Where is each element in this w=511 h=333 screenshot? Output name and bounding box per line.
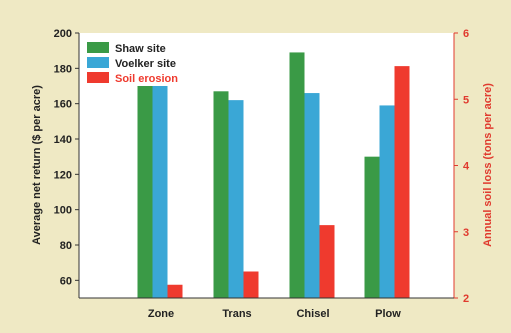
left-tick-label: 80 — [60, 240, 72, 252]
bar-shaw-site-zone — [137, 86, 153, 298]
legend-swatch — [87, 42, 109, 53]
bar-shaw-site-chisel — [289, 52, 305, 298]
left-axis-title: Average net return ($ per acre) — [31, 85, 43, 245]
bar-shaw-site-plow — [364, 156, 380, 298]
legend-label: Soil erosion — [115, 73, 178, 85]
category-label: Trans — [222, 308, 251, 320]
left-tick-label: 60 — [60, 275, 72, 287]
bar-soil-erosion-trans — [243, 271, 259, 298]
left-tick-label: 200 — [54, 28, 72, 40]
right-tick-label: 6 — [463, 28, 469, 40]
bar-shaw-site-trans — [213, 91, 229, 298]
right-tick-label: 2 — [463, 293, 469, 305]
left-tick-label: 100 — [54, 205, 72, 217]
bar-soil-erosion-zone — [167, 284, 183, 298]
right-axis-title: Annual soil loss (tons per acre) — [482, 83, 494, 247]
bar-voelker-site-chisel — [304, 93, 320, 298]
category-label: Chisel — [296, 308, 329, 320]
category-label: Zone — [148, 308, 174, 320]
right-tick-label: 5 — [463, 94, 469, 106]
left-tick-label: 180 — [54, 63, 72, 75]
right-tick-label: 4 — [463, 161, 470, 173]
right-tick-label: 3 — [463, 227, 469, 239]
bar-voelker-site-trans — [228, 100, 244, 298]
left-tick-label: 140 — [54, 134, 72, 146]
bar-soil-erosion-plow — [394, 66, 410, 298]
category-label: Plow — [375, 308, 401, 320]
legend-swatch — [87, 57, 109, 68]
bar-soil-erosion-chisel — [319, 225, 335, 298]
left-tick-label: 160 — [54, 99, 72, 111]
legend-swatch — [87, 72, 109, 83]
bar-voelker-site-plow — [379, 105, 395, 298]
legend-label: Voelker site — [115, 58, 176, 70]
legend-label: Shaw site — [115, 43, 166, 55]
left-tick-label: 120 — [54, 169, 72, 181]
bar-voelker-site-zone — [152, 86, 168, 298]
